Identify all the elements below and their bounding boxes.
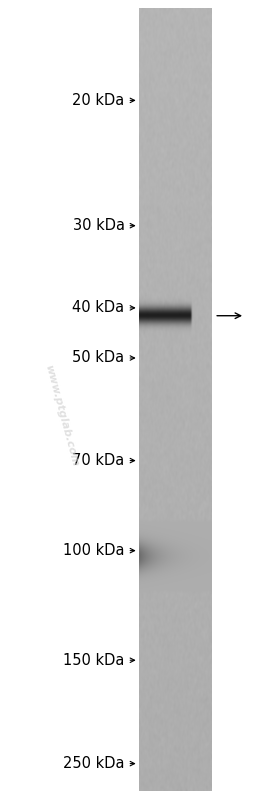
Text: 30 kDa: 30 kDa [73,218,125,233]
Text: 70 kDa: 70 kDa [72,453,125,468]
Text: 150 kDa: 150 kDa [63,653,125,668]
Text: www.ptglab.com: www.ptglab.com [43,364,80,467]
Text: 20 kDa: 20 kDa [72,93,125,108]
Text: 40 kDa: 40 kDa [73,300,125,316]
Text: 50 kDa: 50 kDa [73,351,125,365]
Text: 100 kDa: 100 kDa [63,543,125,559]
Text: 250 kDa: 250 kDa [63,756,125,771]
